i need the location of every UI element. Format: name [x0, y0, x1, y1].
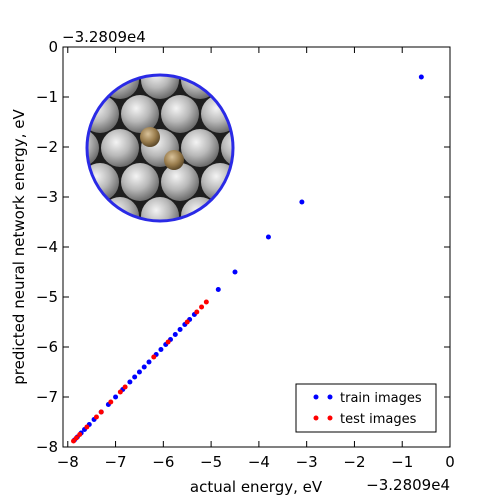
x-tick-label: −3 [296, 453, 318, 471]
test-point [122, 384, 128, 390]
train-point [172, 332, 178, 337]
adatom [164, 150, 184, 170]
train-point [136, 369, 142, 375]
y-tick-label: −1 [36, 88, 58, 106]
legend-marker-test [327, 415, 333, 421]
test-point [165, 339, 171, 345]
x-tick-label: −8 [57, 453, 79, 471]
x-tick-label: −6 [152, 453, 174, 471]
test-point [194, 309, 200, 315]
y-tick-label: −5 [36, 288, 58, 306]
x-axis-label: actual energy, eV [190, 478, 323, 496]
test-point [71, 438, 77, 444]
test-point [77, 432, 83, 437]
y-tick-label: −7 [36, 388, 58, 406]
atom [181, 129, 219, 167]
data-points [71, 74, 424, 444]
train-point [215, 287, 221, 292]
atom [221, 129, 233, 167]
atom [121, 95, 159, 133]
train-point [146, 359, 152, 365]
legend-marker-train [327, 394, 333, 400]
x-tick-label: −4 [248, 453, 270, 471]
atomic-structure-inset [85, 73, 235, 223]
y-offset-label: −3.2809e4 [62, 28, 146, 46]
y-tick-label: −3 [36, 188, 58, 206]
train-point [127, 379, 133, 385]
train-point [113, 394, 119, 400]
atom [141, 75, 179, 99]
train-point [299, 199, 305, 205]
train-point [141, 364, 147, 370]
x-tick-label: −1 [391, 453, 413, 471]
test-point [203, 299, 209, 305]
atom [87, 129, 99, 167]
atom [161, 95, 199, 133]
x-tick-label: −2 [343, 453, 365, 471]
test-point [84, 424, 90, 430]
y-axis-label: predicted neural network energy, eV [10, 109, 28, 385]
train-point [232, 269, 238, 275]
x-offset-label: −3.2809e4 [366, 476, 450, 494]
inset-border [85, 73, 235, 223]
test-point [108, 399, 114, 405]
test-point [151, 354, 157, 360]
y-tick-label: −4 [36, 238, 58, 256]
train-point [158, 347, 164, 352]
x-tick-label: 0 [445, 453, 455, 471]
train-point [177, 327, 183, 332]
y-tick-label: −2 [36, 138, 58, 156]
test-point [93, 414, 99, 420]
train-point [265, 234, 271, 240]
adatom [140, 127, 160, 147]
x-tick-label: −5 [200, 453, 222, 471]
test-point [98, 409, 104, 415]
legend-label-test: test images [340, 412, 417, 427]
legend: train images test images [295, 383, 437, 433]
test-point [117, 389, 123, 395]
y-tick-label: 0 [48, 38, 58, 56]
train-point [132, 374, 138, 380]
legend-marker-test [313, 415, 319, 421]
legend-label-train: train images [340, 391, 422, 406]
test-point [199, 304, 205, 310]
y-tick-label: −8 [36, 438, 58, 456]
test-point [184, 319, 190, 325]
legend-box [295, 383, 437, 433]
atom [161, 163, 199, 201]
train-point [418, 74, 424, 80]
y-tick-label: −6 [36, 338, 58, 356]
atom [141, 197, 179, 221]
atom [101, 129, 139, 167]
axis-ticks: −8 −7 −6 −5 −4 −3 −2 −1 0 −8 −7 −6 −5 −4 −3 −2 −1 0 [36, 38, 455, 471]
x-tick-label: −7 [104, 453, 126, 471]
legend-marker-train [313, 394, 319, 400]
atom [121, 163, 159, 201]
